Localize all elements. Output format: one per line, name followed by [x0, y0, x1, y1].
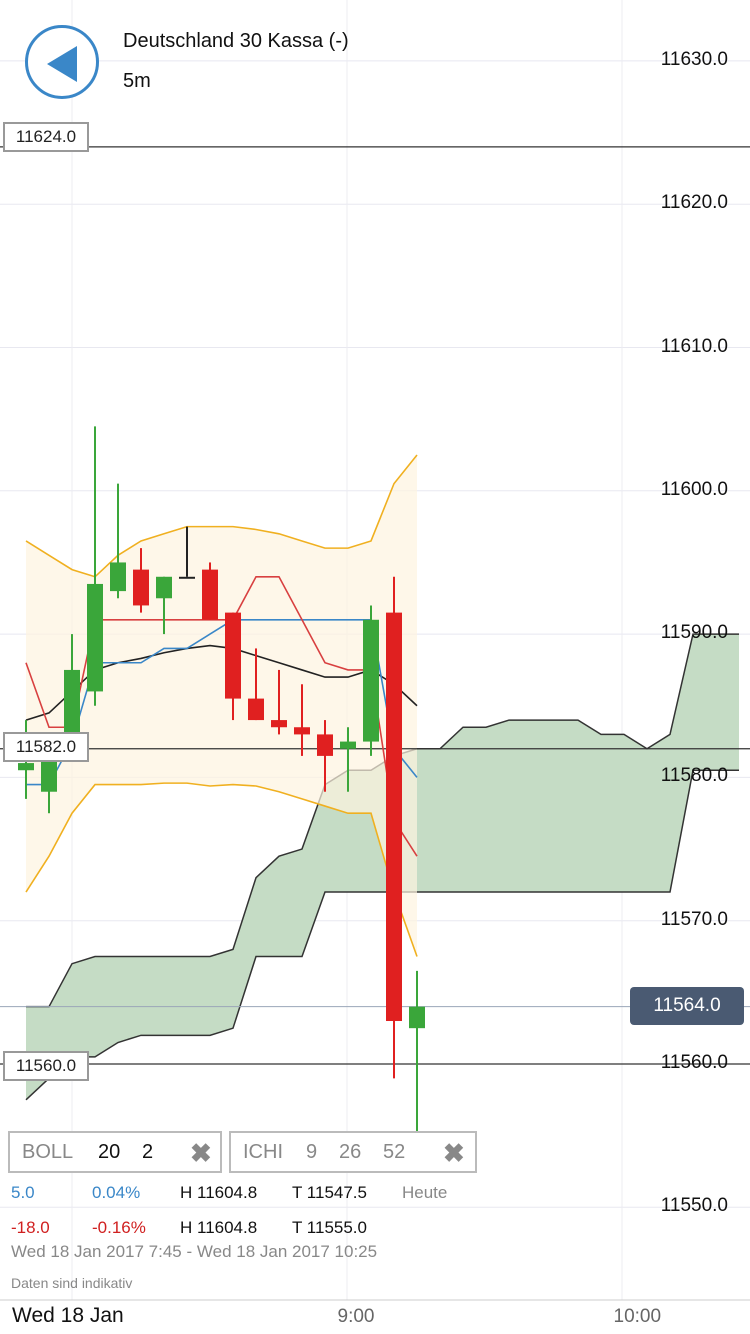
- cloud-span-b: [25, 769, 739, 1101]
- candle-body: [386, 612, 402, 1022]
- y-tick-label: 11630.0: [660, 48, 728, 70]
- candle: [340, 727, 356, 792]
- y-tick-label: 11560.0: [660, 1052, 728, 1073]
- y-tick-label: 11610.0: [660, 335, 728, 357]
- y-tick-label: 11600.0: [660, 478, 728, 500]
- price-tag-middle[interactable]: 11582.0: [3, 732, 89, 762]
- stat-pct-1: 0.04%: [92, 1183, 141, 1202]
- candle-body: [294, 727, 310, 735]
- candle-body: [133, 569, 149, 606]
- y-tick-label: 11590.0: [660, 622, 728, 644]
- candle: [294, 684, 310, 756]
- candle: [317, 720, 333, 792]
- candle-body: [179, 576, 195, 579]
- boll-stddev: 2: [142, 1140, 154, 1163]
- y-tick-label: 11620.0: [660, 192, 728, 214]
- data-note: Daten sind indikativ: [11, 1275, 133, 1291]
- y-tick-label: 11580.0: [660, 765, 728, 787]
- candle: [271, 669, 287, 735]
- candle-body: [87, 583, 103, 692]
- price-tag-lower[interactable]: 11560.0: [3, 1051, 89, 1081]
- horizontal-lines: [0, 146, 750, 1065]
- date-range: Wed 18 Jan 2017 7:45 - Wed 18 Jan 2017 1…: [11, 1242, 378, 1261]
- candle: [386, 576, 402, 1079]
- current-price-tag: 11564.0: [630, 987, 744, 1025]
- stat-change-2: -18.0: [11, 1218, 50, 1237]
- candle-body: [248, 698, 264, 721]
- boll-upper-line: [25, 454, 418, 578]
- candle-body: [156, 576, 172, 599]
- ichi-p1: 9: [306, 1140, 318, 1163]
- instrument-title: Deutschland 30 Kassa (-): [123, 30, 349, 52]
- candle: [87, 426, 103, 706]
- candle: [156, 576, 172, 635]
- candle-body: [64, 669, 80, 735]
- candle: [202, 562, 218, 620]
- back-arrow-icon: [47, 46, 77, 82]
- interval-label: 5m: [123, 70, 151, 92]
- stat-high-2: H 11604.8: [180, 1218, 258, 1237]
- candle: [248, 648, 264, 721]
- candle: [409, 970, 425, 1136]
- stat-label-1: Heute: [402, 1183, 448, 1202]
- stat-low-1: T 11547.5: [292, 1183, 367, 1202]
- footer-date: Wed 18 Jan: [12, 1304, 124, 1327]
- candle-body: [225, 612, 241, 699]
- boll-indicator-box[interactable]: BOLL 20 2 ✖: [8, 1131, 222, 1173]
- ichi-p3: 52: [383, 1140, 406, 1163]
- candle-body: [202, 569, 218, 620]
- boll-lower-line: [25, 782, 418, 957]
- boll-name: BOLL: [22, 1140, 74, 1163]
- candle-body: [317, 734, 333, 756]
- ichi-close-icon[interactable]: ✖: [443, 1138, 465, 1168]
- candle-body: [271, 720, 287, 728]
- ichi-name: ICHI: [243, 1140, 283, 1163]
- candle-body: [18, 763, 34, 771]
- y-tick-label: 11550.0: [660, 1195, 728, 1217]
- back-button[interactable]: [25, 25, 99, 99]
- price-tag-upper[interactable]: 11624.0: [3, 122, 89, 152]
- candle: [110, 483, 126, 599]
- candle: [179, 526, 195, 579]
- candle-body: [363, 619, 379, 742]
- stat-high-1: H 11604.8: [180, 1183, 258, 1202]
- y-tick-label: 11570.0: [660, 908, 728, 930]
- stat-change-1: 5.0: [11, 1183, 35, 1202]
- x-tick-label: 9:00: [337, 1306, 375, 1327]
- candle: [133, 548, 149, 613]
- stat-pct-2: -0.16%: [92, 1218, 146, 1237]
- candle-body: [340, 741, 356, 749]
- x-tick-label: 10:00: [613, 1306, 662, 1327]
- ichi-indicator-box[interactable]: ICHI 9 26 52 ✖: [229, 1131, 477, 1173]
- candle: [225, 612, 241, 721]
- candle-body: [409, 1006, 425, 1029]
- candle: [64, 634, 80, 749]
- boll-close-icon[interactable]: ✖: [190, 1138, 212, 1168]
- boll-period: 20: [98, 1140, 121, 1163]
- ichi-p2: 26: [339, 1140, 362, 1163]
- candle: [363, 605, 379, 756]
- cloud-area: [26, 634, 739, 1100]
- stat-low-2: T 11555.0: [292, 1218, 367, 1237]
- candle-body: [110, 562, 126, 592]
